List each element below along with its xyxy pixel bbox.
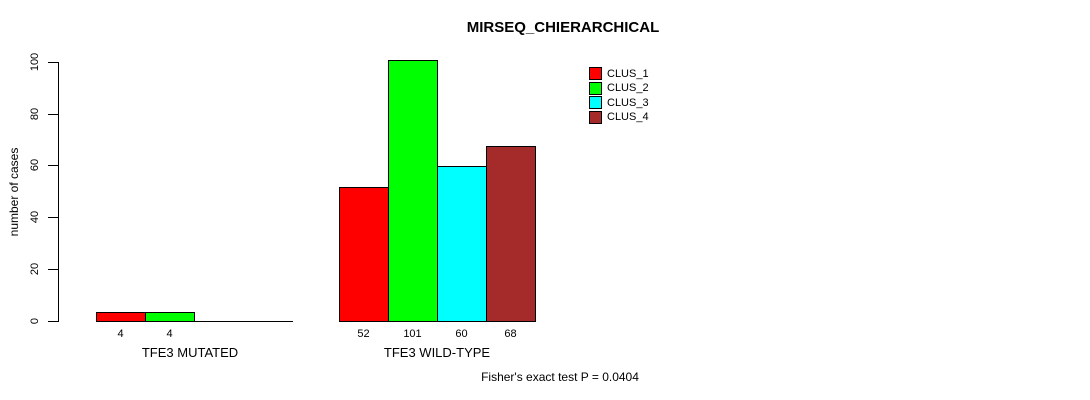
legend-item: CLUS_3 [589,96,649,109]
legend-swatch [589,81,602,95]
legend-item: CLUS_4 [589,110,649,124]
bar-value-label: 60 [455,328,468,340]
legend-swatch [589,96,602,109]
y-axis-tick [48,321,58,322]
y-axis-tick-label: 40 [29,210,41,224]
legend-item: CLUS_2 [589,81,649,95]
bar-clus_4 [243,321,293,322]
bar-clus_4 [486,146,536,322]
y-axis-tick-label: 0 [29,317,41,325]
y-axis-tick [48,165,58,166]
legend-swatch [589,67,602,80]
y-axis-line [58,62,59,322]
x-group-label: TFE3 WILD-TYPE [383,345,491,360]
bar-clus_1 [339,187,389,322]
y-axis-tick [48,114,58,115]
chart-title: MIRSEQ_CHIERARCHICAL [466,19,660,36]
y-axis-tick-label: 60 [29,158,41,172]
annotation-text: Fisher's exact test P = 0.0404 [481,370,639,384]
y-axis-tick [48,62,58,63]
bar-clus_2 [388,60,438,322]
bar-clus_2 [145,312,195,322]
y-axis-tick-label: 20 [29,262,41,276]
y-axis-tick [48,217,58,218]
bar-clus_1 [96,312,146,322]
legend-label: CLUS_3 [607,96,649,109]
x-group-label: TFE3 MUTATED [141,345,239,360]
y-axis-tick-label: 80 [29,107,41,121]
y-axis-tick [48,269,58,270]
legend: CLUS_1 CLUS_2 CLUS_3 CLUS_4 [589,67,649,125]
legend-label: CLUS_4 [607,111,649,123]
legend-swatch [589,110,602,124]
bar-value-label: 4 [117,328,124,340]
bar-clus_3 [437,166,487,322]
bar-value-label: 68 [504,328,517,340]
bar-value-label: 4 [166,328,173,340]
bar-value-label: 52 [357,328,370,340]
legend-item: CLUS_1 [589,67,649,80]
bar-value-label: 101 [403,328,422,340]
legend-label: CLUS_1 [607,67,649,80]
y-axis-tick-label: 100 [29,52,41,72]
legend-label: CLUS_2 [607,82,649,94]
bar-clus_3 [194,321,244,322]
